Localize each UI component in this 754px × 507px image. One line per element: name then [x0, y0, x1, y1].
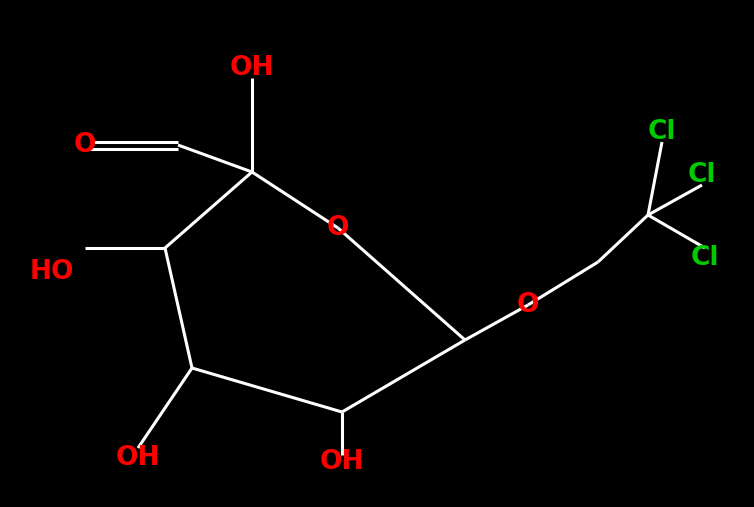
- Text: HO: HO: [29, 259, 74, 285]
- Text: Cl: Cl: [691, 245, 719, 271]
- Text: Cl: Cl: [688, 162, 716, 188]
- Text: O: O: [516, 292, 539, 318]
- Text: Cl: Cl: [648, 119, 676, 145]
- Text: OH: OH: [320, 449, 364, 475]
- Text: O: O: [326, 215, 349, 241]
- Text: O: O: [74, 132, 97, 158]
- Text: OH: OH: [116, 445, 161, 471]
- Text: OH: OH: [230, 55, 274, 81]
